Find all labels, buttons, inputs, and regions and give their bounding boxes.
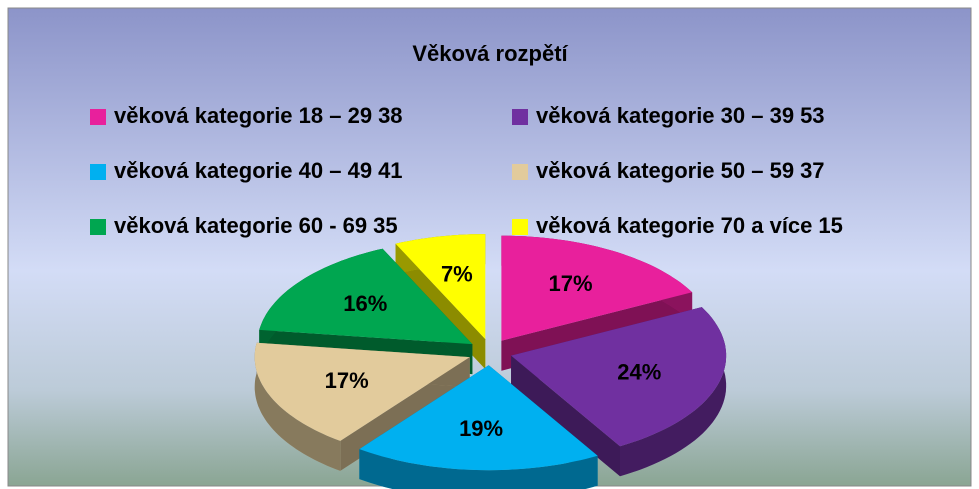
slice-wall-shade (620, 307, 727, 477)
pie-slice: 24% (511, 307, 727, 477)
legend-item: věková kategorie 60 - 69 35 (90, 213, 398, 238)
legend-category: věková kategorie 30 – 39 (536, 103, 794, 128)
legend-category: věková kategorie 40 – 49 (114, 158, 372, 183)
legend-label: věková kategorie 30 – 39 53 (536, 103, 825, 128)
legend-item: věková kategorie 50 – 59 37 (512, 158, 825, 183)
slice-top (254, 342, 470, 441)
slice-wall (359, 449, 598, 489)
slice-side-shade (511, 355, 620, 477)
legend-swatch (512, 109, 528, 125)
data-label: 19% (459, 416, 503, 441)
legend-swatch (90, 109, 106, 125)
chart-title: Věková rozpětí (412, 41, 568, 66)
legend-label: věková kategorie 40 – 49 41 (114, 158, 403, 183)
legend-category: věková kategorie 70 a více (536, 213, 812, 238)
legend-label: věková kategorie 70 a více 15 (536, 213, 843, 238)
data-label: 7% (441, 261, 473, 286)
legend-category: věková kategorie 60 - 69 (114, 213, 367, 238)
slice-side (511, 355, 620, 477)
pie-slice: 19% (359, 365, 598, 489)
legend-item: věková kategorie 18 – 29 38 (90, 103, 403, 128)
legend-value: 53 (800, 103, 824, 128)
legend-value: 35 (373, 213, 397, 238)
slice-top (259, 248, 473, 345)
slice-wall (620, 307, 727, 477)
data-label: 17% (549, 271, 593, 296)
legend-category: věková kategorie 18 – 29 (114, 103, 372, 128)
data-label: 16% (343, 291, 387, 316)
legend-item: věková kategorie 70 a více 15 (512, 213, 843, 238)
legend-swatch (512, 219, 528, 235)
slice-top (501, 235, 693, 341)
data-label: 17% (325, 368, 369, 393)
slice-top (395, 234, 486, 340)
legend-value: 41 (378, 158, 402, 183)
slice-wall (254, 342, 341, 471)
slice-wall-shade (359, 449, 598, 489)
legend-category: věková kategorie 50 – 59 (536, 158, 794, 183)
legend-swatch (90, 219, 106, 235)
legend-label: věková kategorie 50 – 59 37 (536, 158, 825, 183)
legend-value: 38 (378, 103, 402, 128)
legend-value: 15 (818, 213, 842, 238)
legend-item: věková kategorie 40 – 49 41 (90, 158, 403, 183)
slice-top (511, 307, 727, 447)
legend-swatch (512, 164, 528, 180)
legend-label: věková kategorie 18 – 29 38 (114, 103, 403, 128)
legend-swatch (90, 164, 106, 180)
legend-label: věková kategorie 60 - 69 35 (114, 213, 398, 238)
slice-wall-shade (254, 342, 341, 471)
slice-top (359, 365, 598, 471)
data-label: 24% (617, 359, 661, 384)
legend-value: 37 (800, 158, 824, 183)
legend-item: věková kategorie 30 – 39 53 (512, 103, 825, 128)
